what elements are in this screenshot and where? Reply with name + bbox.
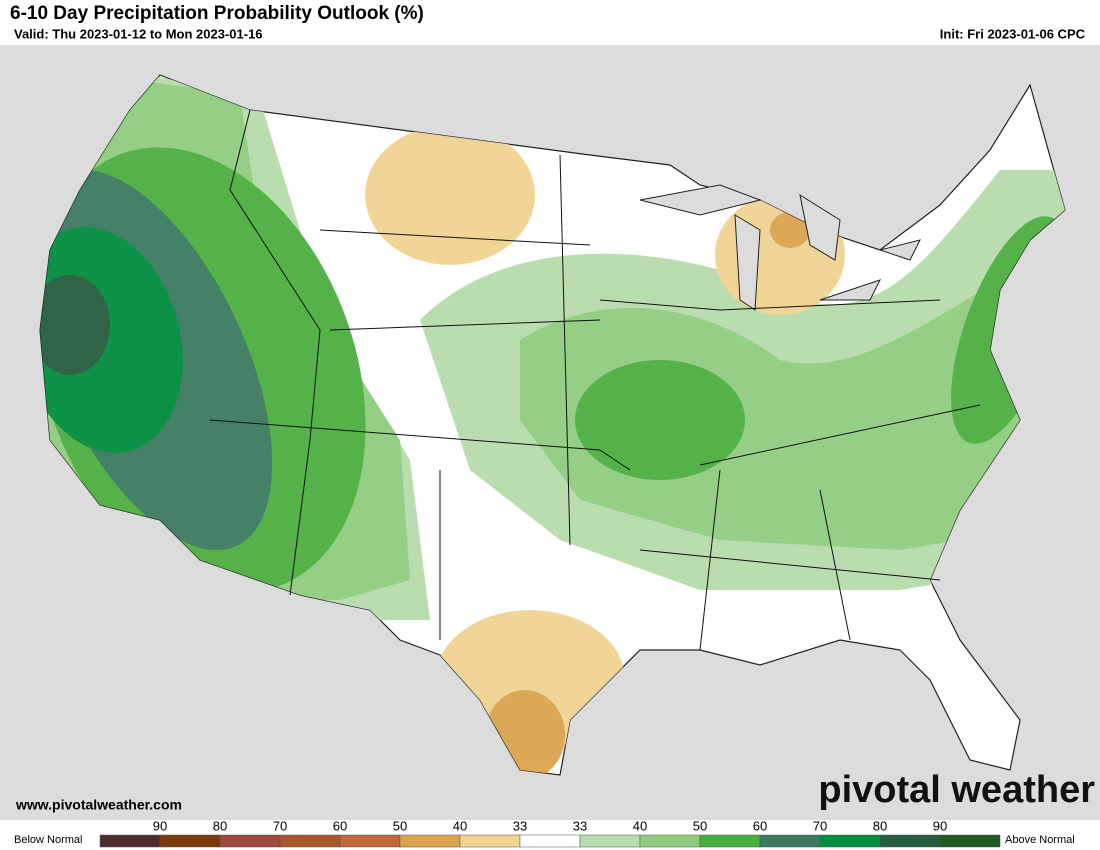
- legend-swatch: [519, 834, 581, 848]
- legend-swatch: [99, 834, 161, 848]
- legend-swatch: [939, 834, 1001, 848]
- legend-label: 70: [273, 818, 287, 833]
- valid-time: Valid: Thu 2023-01-12 to Mon 2023-01-16: [14, 26, 263, 41]
- region: [40, 275, 110, 375]
- legend-swatch: [639, 834, 701, 848]
- legend-label: 33: [573, 818, 587, 833]
- lake: [799, 193, 841, 261]
- legend-swatch: [159, 834, 221, 848]
- legend-swatch: [759, 834, 821, 848]
- lake: [819, 279, 881, 301]
- legend-swatch: [279, 834, 341, 848]
- legend-label: 90: [933, 818, 947, 833]
- website: www.pivotalweather.com: [15, 797, 182, 813]
- region: [365, 125, 535, 265]
- lake: [639, 184, 762, 216]
- lake: [734, 214, 761, 311]
- legend-swatch: [459, 834, 521, 848]
- legend-label: 80: [873, 818, 887, 833]
- legend-label: 50: [393, 818, 407, 833]
- legend-label: 90: [153, 818, 167, 833]
- legend-above: Above Normal: [1005, 834, 1075, 846]
- title: 6-10 Day Precipitation Probability Outlo…: [10, 3, 424, 24]
- legend-swatch: [879, 834, 941, 848]
- legend-swatch: [579, 834, 641, 848]
- legend-swatch: [219, 834, 281, 848]
- region: [575, 360, 745, 480]
- legend: 90 80 70 60 50 40 33 33 40 50 60 70 80 90: [99, 818, 1001, 848]
- legend-label: 60: [753, 818, 767, 833]
- legend-swatch: [399, 834, 461, 848]
- great-lakes: [639, 184, 921, 311]
- lake: [878, 239, 921, 261]
- legend-label: 50: [693, 818, 707, 833]
- legend-label: 70: [813, 818, 827, 833]
- legend-label: 40: [453, 818, 467, 833]
- legend-label: 80: [213, 818, 227, 833]
- legend-swatch: [339, 834, 401, 848]
- region: [770, 212, 810, 248]
- legend-swatch: [699, 834, 761, 848]
- state-borders: [209, 109, 981, 651]
- init-time: Init: Fri 2023-01-06 CPC: [940, 26, 1086, 41]
- legend-label: 60: [333, 818, 347, 833]
- legend-label: 40: [633, 818, 647, 833]
- logo: pivotal weather: [818, 769, 1095, 811]
- legend-below: Below Normal: [14, 834, 82, 846]
- legend-swatch: [819, 834, 881, 848]
- header-background: [0, 0, 1100, 45]
- legend-label: 33: [513, 818, 527, 833]
